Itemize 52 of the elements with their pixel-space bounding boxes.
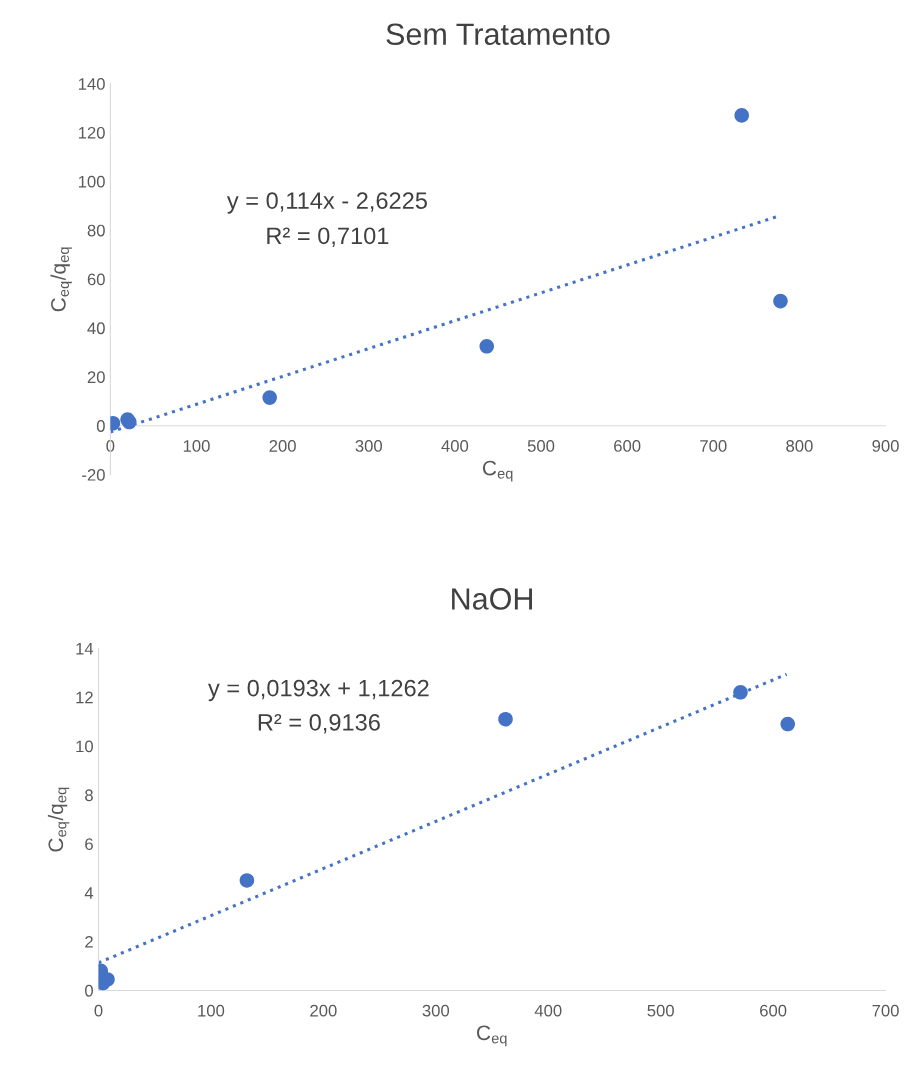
point: [780, 716, 796, 732]
y-tick-label: 2: [85, 935, 93, 948]
annotation: R² = 0,9136: [258, 713, 380, 734]
chart-title: NaOH: [452, 588, 532, 610]
chart-title: Sem Tratamento: [386, 23, 610, 46]
x-tick-label: 500: [527, 440, 555, 452]
x-tick-label: 100: [183, 440, 210, 452]
x-axis-title: C$_{eq}$: [482, 460, 513, 482]
x-tick-label: 700: [872, 1004, 899, 1017]
x-tick-label: 300: [355, 440, 383, 452]
y-tick-label: 0: [96, 420, 105, 432]
y-tick-label: 40: [87, 322, 105, 335]
x-tick-label: 400: [441, 440, 469, 452]
annotation: y = 0,0193x + 1,1262: [208, 679, 429, 702]
x-tick-label: 200: [310, 1004, 337, 1017]
y-axis-title: C$_{eq}$/q$_{eq}$: [50, 247, 72, 312]
x-tick-label: 900: [872, 440, 899, 452]
x-tick-label: 400: [534, 1004, 562, 1017]
x-tick-label: 700: [700, 440, 727, 452]
x-tick-label: 300: [422, 1004, 450, 1017]
x-tick-label: 0: [106, 440, 115, 452]
y-tick-label: 60: [87, 273, 105, 286]
x-tick-label: 100: [198, 1004, 225, 1017]
point: [239, 873, 255, 888]
y-tick-label: -20: [82, 468, 105, 481]
point: [773, 293, 788, 309]
point: [498, 711, 513, 727]
point: [734, 108, 749, 123]
y-tick-label: 6: [85, 838, 93, 851]
y-tick-label: 120: [78, 126, 105, 139]
point: [733, 685, 748, 700]
y-tick-label: 20: [87, 371, 105, 384]
x-tick-label: 200: [269, 440, 296, 452]
x-tick-label: 600: [760, 1004, 787, 1017]
y-tick-label: 80: [87, 224, 105, 237]
annotation: y = 0,114x - 2,6225: [226, 192, 427, 214]
point: [479, 339, 495, 354]
y-tick-label: 14: [76, 642, 94, 655]
y-axis-title: C$_{eq}$/q$_{eq}$: [47, 787, 70, 852]
x-tick-label: 800: [786, 440, 813, 452]
annotation: R² = 0,7101: [267, 227, 389, 247]
y-tick-label: 4: [84, 887, 94, 899]
x-tick-label: 600: [614, 440, 641, 452]
x-tick-label: 500: [647, 1004, 674, 1017]
y-tick-label: 10: [76, 740, 93, 753]
point: [262, 390, 277, 405]
y-tick-label: 140: [78, 78, 105, 90]
y-tick-label: 0: [85, 984, 93, 997]
x-axis-title: C$_{eq}$: [477, 1025, 507, 1047]
y-tick-label: 8: [85, 789, 93, 802]
y-tick-label: 100: [78, 175, 105, 188]
y-tick-label: 12: [76, 691, 93, 704]
